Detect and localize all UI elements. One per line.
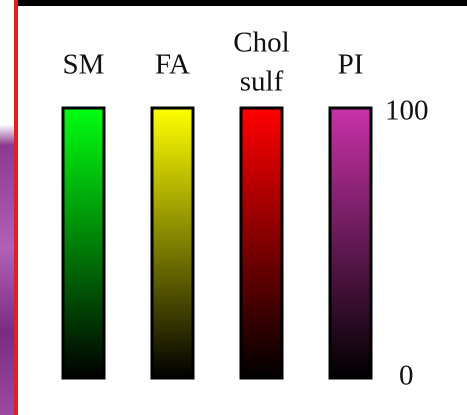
colorbar-label: Chol [233,27,289,59]
colorbar-label: PI [338,49,364,81]
colorbar [63,108,104,378]
colorbar-label: SM [63,49,105,81]
colorbars: SM FA Chol sulf PI [63,27,371,378]
scale-max-label: 100 [385,95,429,127]
colorbar [241,108,282,378]
frame-top-edge [18,0,467,6]
frame-red-edge [14,0,18,415]
figure: SM FA Chol sulf PI 100 0 [0,0,467,415]
page: {"legend": { "bars": [ {"lines": ["SM"],… [0,0,467,415]
background-image-strip [0,0,15,415]
colorbar [330,108,371,378]
scale-min-label: 0 [399,360,414,392]
colorbar-label: FA [155,49,190,81]
colorbar-label: sulf [240,66,284,98]
colorbar [152,108,193,378]
